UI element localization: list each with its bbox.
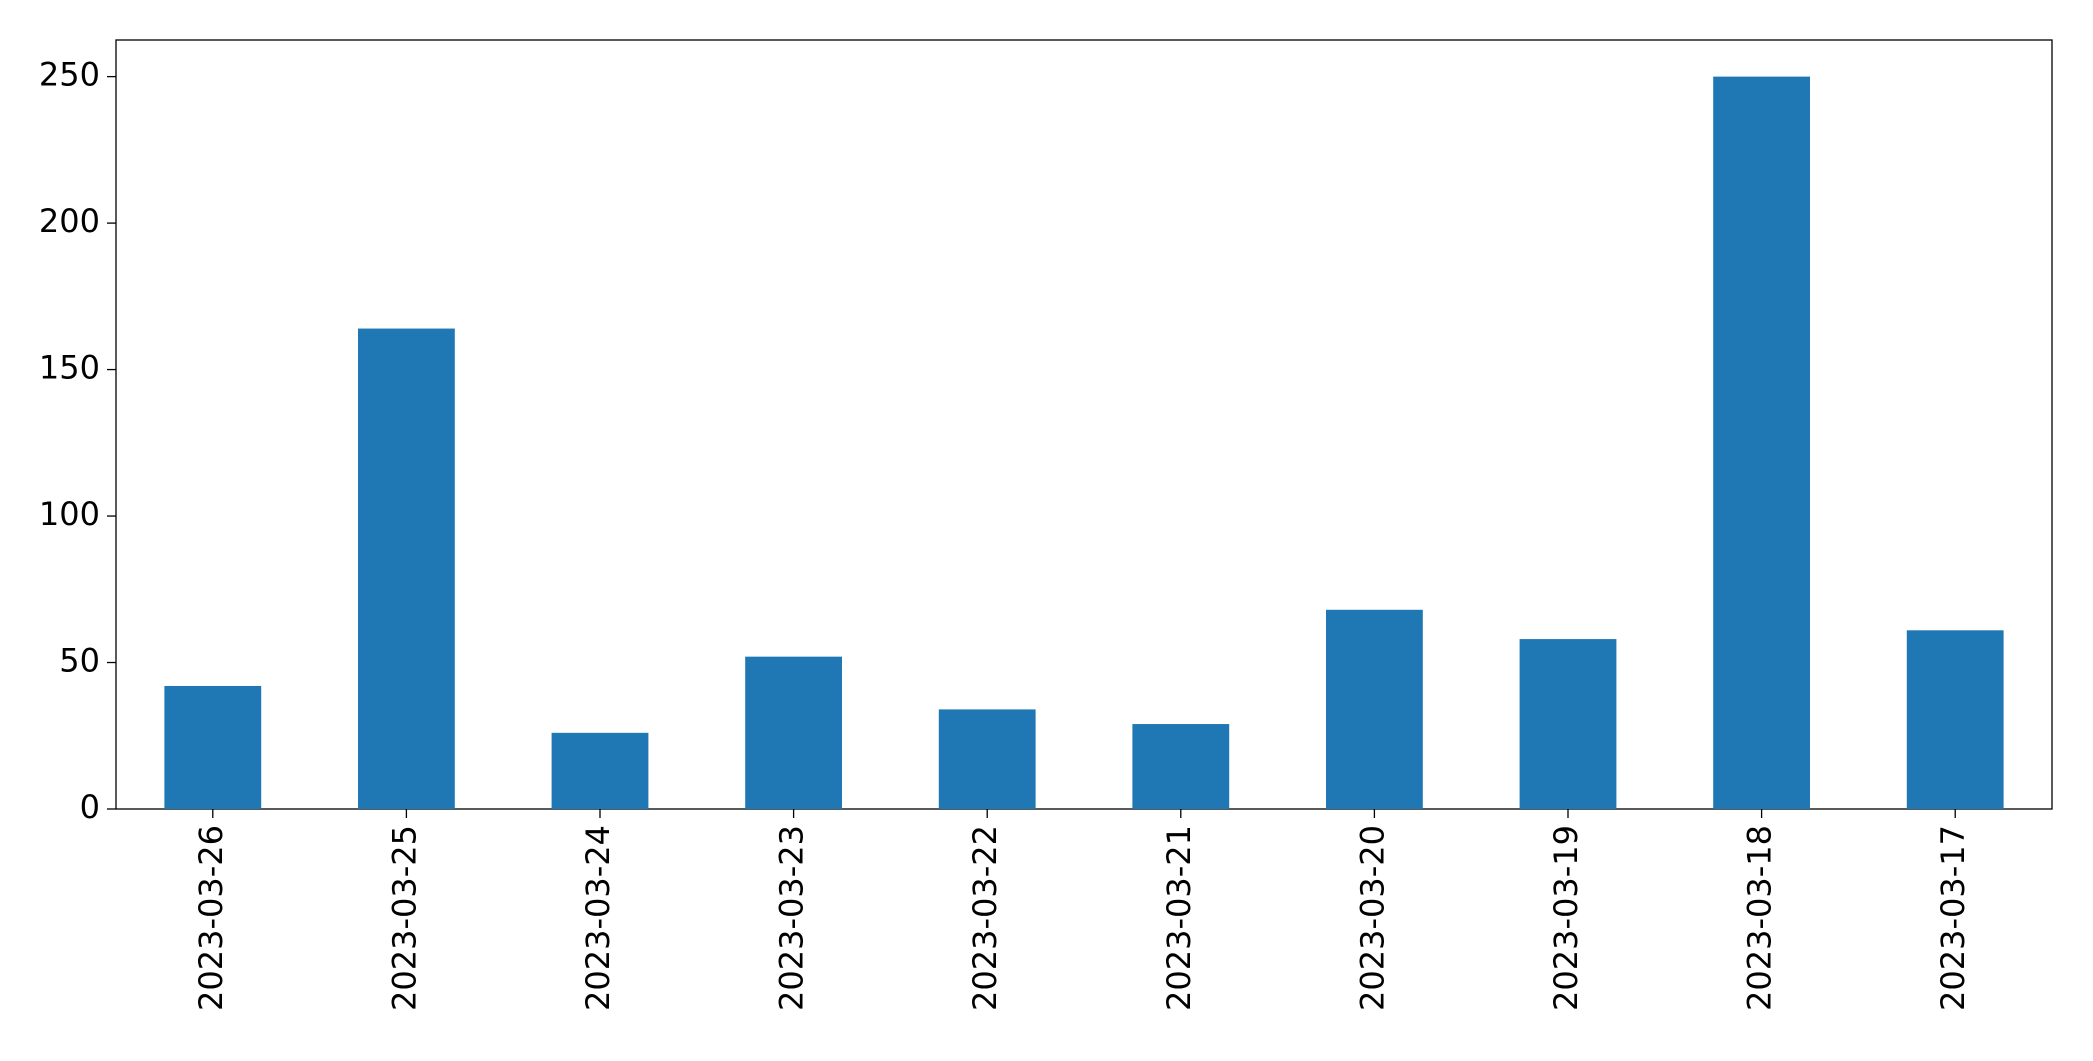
x-tick-label: 2023-03-25: [385, 825, 423, 1011]
x-tick-label: 2023-03-22: [966, 825, 1004, 1011]
bar: [1519, 639, 1617, 809]
bar: [358, 328, 455, 809]
x-tick-label: 2023-03-26: [192, 825, 230, 1011]
bar: [1906, 630, 2004, 809]
y-tick-label: 250: [39, 56, 100, 94]
x-tick-label: 2023-03-24: [579, 825, 617, 1011]
x-tick-label: 2023-03-23: [773, 825, 811, 1011]
y-tick-label: 150: [39, 349, 100, 387]
bar: [1326, 609, 1423, 809]
y-tick-label: 50: [59, 642, 100, 680]
x-tick-label: 2023-03-21: [1160, 825, 1198, 1011]
bar: [1713, 76, 1810, 810]
x-tick-label: 2023-03-17: [1934, 825, 1972, 1011]
y-tick-label: 200: [39, 202, 100, 240]
x-tick-label: 2023-03-18: [1741, 825, 1779, 1011]
y-tick-label: 100: [39, 495, 100, 533]
bar: [551, 732, 649, 809]
bar: [164, 685, 262, 809]
plot-frame: [115, 39, 2053, 810]
bar: [1132, 724, 1230, 809]
x-tick-label: 2023-03-20: [1353, 825, 1391, 1011]
bar: [938, 709, 1036, 809]
x-tick-label: 2023-03-19: [1547, 825, 1585, 1011]
bar: [745, 656, 842, 809]
y-tick-label: 0: [80, 788, 100, 826]
